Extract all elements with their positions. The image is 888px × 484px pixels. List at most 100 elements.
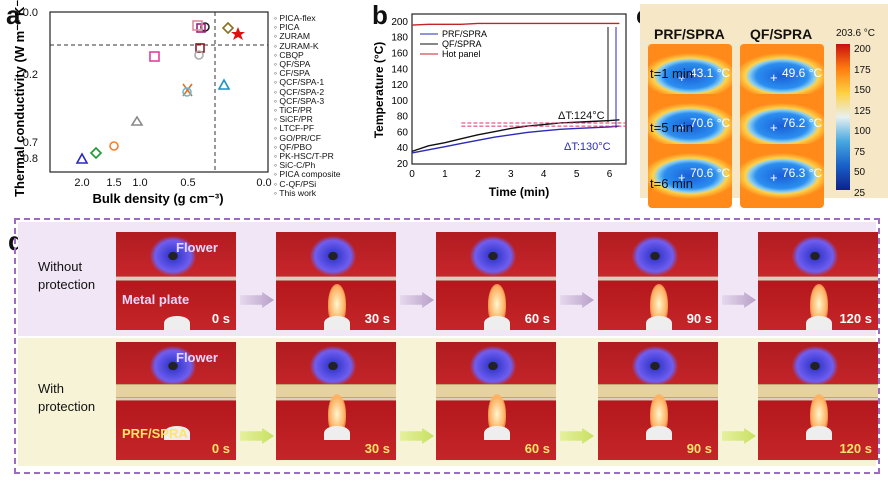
legend-item: ◦ PICA composite <box>274 169 341 180</box>
legend-item: ◦ SiCF/PR <box>274 114 313 125</box>
burner <box>164 426 190 440</box>
scale-tick: 75 <box>854 146 866 158</box>
ytick-label: 80 <box>397 112 409 123</box>
burner <box>806 426 832 440</box>
ytick-label: 100 <box>391 96 408 107</box>
time-label: 90 s <box>686 311 712 326</box>
flower-image <box>792 236 838 276</box>
time-label: 0 s <box>211 311 230 326</box>
time-label: 30 s <box>364 311 390 326</box>
with-photo-0: 0 s Flower PRF/SPRA <box>116 342 236 460</box>
flower-image <box>632 236 678 276</box>
sequence-arrow <box>240 428 274 444</box>
burner <box>806 316 832 330</box>
time-label: 120 s <box>839 441 872 456</box>
row2-label: With protection <box>38 381 96 414</box>
flower-image <box>470 236 516 276</box>
row1-label: Without protection <box>38 259 96 292</box>
legend-item: ◦ SiC-C/Ph <box>274 160 316 171</box>
flower-label: Flower <box>176 350 218 365</box>
sequence-arrow <box>240 292 274 308</box>
material-label: Metal plate <box>122 292 190 307</box>
xtick-label: 5 <box>574 169 580 180</box>
flower-image <box>792 346 838 386</box>
burner <box>484 316 510 330</box>
scale-tick: 125 <box>854 105 871 117</box>
series-line-0 <box>411 125 620 154</box>
burner <box>324 316 350 330</box>
marker-qf-spa <box>182 87 192 97</box>
ytick-label: 180 <box>391 33 408 44</box>
scale-tick: 25 <box>854 187 866 199</box>
flame <box>810 284 828 324</box>
with-photo-3: 90 s <box>598 342 718 460</box>
without-photo-3: 90 s <box>598 232 718 330</box>
xtick-0: 2.0 <box>74 177 89 189</box>
scale-max: 203.6 °C <box>836 28 876 39</box>
xtick-label: 6 <box>607 169 613 180</box>
flame <box>810 394 828 434</box>
ytick-3: 0.8 <box>23 153 38 165</box>
burner <box>484 426 510 440</box>
col-label-qf: QF/SPRA <box>750 26 813 42</box>
row-label-5: t=5 min <box>650 120 693 135</box>
marker-sic <box>195 43 205 53</box>
ytick-label: 60 <box>397 127 409 138</box>
marker-ltcf <box>109 141 119 151</box>
ytick-label: 40 <box>397 143 409 154</box>
scale-tick: 100 <box>854 126 871 137</box>
flower-image <box>310 346 356 386</box>
row-label-6: t=6 min <box>650 176 693 191</box>
ytick-2: 0.7 <box>23 137 38 149</box>
legend-b-label: PRF/SPRA <box>442 29 487 39</box>
with-photo-1: 30 s <box>276 342 396 460</box>
axis-a-ylabel: Thermal conductivity (W m⁻¹ K⁻¹) <box>12 0 27 197</box>
flame <box>488 394 506 434</box>
without-photo-2: 60 s <box>436 232 556 330</box>
marker-this-work <box>231 27 245 40</box>
sequence-arrow <box>560 428 594 444</box>
xtick-4: 0.0 <box>256 177 271 189</box>
flame <box>328 284 346 324</box>
time-label: 60 s <box>524 311 550 326</box>
panel-c: PRF/SPRA QF/SPRA +43.1 °C +49.6 °C +70.6… <box>640 4 888 208</box>
sequence-arrow <box>560 292 594 308</box>
axis-b-ylabel: Temperature (°C) <box>372 42 386 139</box>
xtick-label: 3 <box>508 169 514 180</box>
ytick-label: 120 <box>391 80 408 91</box>
legend-item: ◦ QCF/SPA-2 <box>274 86 325 97</box>
time-label: 120 s <box>839 311 872 326</box>
burner <box>646 316 672 330</box>
ytick-0: 0.0 <box>23 7 38 19</box>
without-photo-0: 0 s Flower Metal plate <box>116 232 236 330</box>
legend-item: ◦ TiCF/PR <box>274 105 312 116</box>
marker-zuram-k2 <box>221 21 235 35</box>
annotation-dt130: ΔT:130°C <box>564 141 611 153</box>
sequence-arrow <box>722 428 756 444</box>
flame <box>650 284 668 324</box>
legend-item: ◦ CBQP <box>274 49 304 60</box>
marker-pica-composite <box>130 115 144 126</box>
scale-tick: 200 <box>854 44 871 55</box>
time-label: 30 s <box>364 441 390 456</box>
burner <box>324 426 350 440</box>
legend-item: ◦ CF/SPA <box>274 68 310 79</box>
legend-item: ◦ PICA-flex <box>274 13 316 23</box>
marker-qcf-3 <box>196 23 206 33</box>
col-label-prf: PRF/SPRA <box>654 26 725 42</box>
axis-a-xlabel: Bulk density (g cm⁻³) <box>92 191 223 206</box>
legend-item: ◦ QCF/SPA-3 <box>274 95 325 106</box>
burner <box>164 316 190 330</box>
legend-item: ◦ PK-HSC/T-PR <box>274 151 334 162</box>
with-photo-2: 60 s <box>436 342 556 460</box>
material-label: PRF/SPRA <box>122 426 188 441</box>
legend-item: ◦ C-QF/PSi <box>274 178 317 189</box>
scale-ticks: 200 175 150 125 100 75 50 25 <box>854 40 884 204</box>
burner <box>646 426 672 440</box>
flower-image <box>632 346 678 386</box>
xtick-label: 0 <box>409 169 415 180</box>
flower-image <box>310 236 356 276</box>
sequence-arrow <box>722 292 756 308</box>
scale-tick: 150 <box>854 85 871 96</box>
flower-label: Flower <box>176 240 218 255</box>
